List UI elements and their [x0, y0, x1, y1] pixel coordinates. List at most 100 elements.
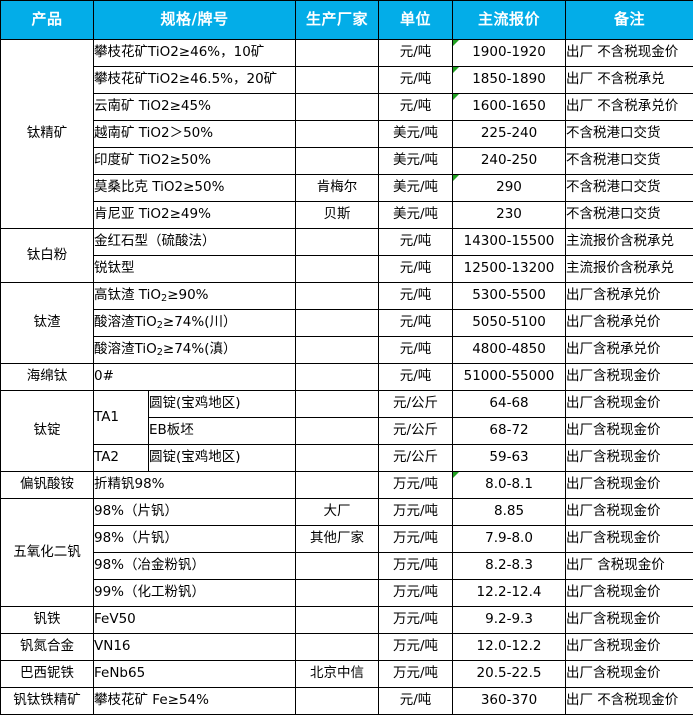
price-cell: 230 — [452, 201, 567, 229]
spec-cell-text: 云南矿 TiO2≥45% — [94, 98, 211, 115]
remark-cell: 不含税港口交货 — [565, 147, 693, 175]
spec-cell-text: FeNb65 — [94, 665, 146, 682]
price-cell: 1850-1890 — [452, 66, 567, 94]
price-cell: 20.5-22.5 — [452, 660, 567, 688]
spec-cell: 肯尼亚 TiO2≥49% — [92, 201, 297, 229]
remark-cell: 出厂 含税现金价 — [565, 552, 693, 580]
spec-cell: 99%（化工粉钒） — [92, 579, 297, 607]
remark-cell: 出厂含税现金价 — [565, 390, 693, 418]
maker-cell — [295, 93, 380, 121]
unit-cell: 万元/吨 — [378, 525, 454, 553]
price-cell: 360-370 — [452, 687, 567, 715]
price-cell: 8.0-8.1 — [452, 471, 567, 499]
spec-cell-text: 98%（冶金粉钒） — [94, 557, 206, 574]
spec-cell-text: 越南矿 TiO2＞50% — [94, 125, 214, 142]
unit-cell: 元/吨 — [378, 255, 454, 283]
table-row: 钛白粉 金红石型（硫酸法） 元/吨 14300-15500 主流报价含税承兑 — [0, 228, 693, 283]
spec-cell: FeNb65 — [92, 660, 297, 688]
table-row: 98%（冶金粉钒） 万元/吨 8.2-8.3 出厂 含税现金价 — [1, 552, 693, 580]
spec-cell: 越南矿 TiO2＞50% — [92, 120, 297, 148]
spec-detail-cell-text: 圆锭(宝鸡地区) — [149, 395, 241, 412]
price-cell: 225-240 — [452, 120, 567, 148]
maker-cell: 大厂 — [295, 498, 380, 526]
remark-cell: 不含税港口交货 — [565, 174, 693, 202]
column-header-remark: 备注 — [565, 0, 693, 40]
price-cell: 12500-13200 — [452, 255, 567, 283]
cell-error-marker-icon — [453, 94, 460, 100]
unit-cell: 元/吨 — [378, 93, 454, 121]
spec-cell: 98%（冶金粉钒） — [92, 552, 297, 580]
column-header-spec: 规格/牌号 — [92, 0, 297, 40]
remark-cell: 出厂含税现金价 — [565, 417, 693, 445]
spec-cell-text: 莫桑比克 TiO2≥50% — [94, 179, 225, 196]
table-row: 钒氮合金 VN16 万元/吨 12.0-12.2 出厂含税现金价 — [0, 633, 693, 661]
remark-cell: 出厂 不含税承兑 — [565, 66, 693, 94]
product-name-cell: 海绵钛 — [0, 363, 94, 391]
spec-cell: 98%（片钒） — [92, 498, 297, 526]
maker-cell — [295, 687, 380, 715]
table-row: 偏钒酸铵 折精钒98% 万元/吨 8.0-8.1 出厂含税现金价 — [0, 471, 693, 499]
column-header-product: 产品 — [0, 0, 94, 40]
spec-cell-text: 酸溶渣TiO2≥74%(川） — [94, 314, 237, 332]
product-name-cell: 钛精矿 — [0, 39, 94, 229]
spec-cell: 金红石型（硫酸法） — [92, 228, 297, 256]
table-row: 巴西铌铁 FeNb65 北京中信 万元/吨 20.5-22.5 出厂含税现金价 — [0, 660, 693, 688]
unit-cell: 万元/吨 — [378, 660, 454, 688]
price-cell: 4800-4850 — [452, 336, 567, 364]
maker-cell — [295, 417, 380, 445]
remark-cell: 出厂含税现金价 — [565, 525, 693, 553]
spec-cell-text: FeV50 — [94, 611, 136, 628]
maker-cell — [295, 255, 380, 283]
price-cell: 8.85 — [452, 498, 567, 526]
price-cell: 59-63 — [452, 444, 567, 472]
maker-cell — [295, 633, 380, 661]
unit-cell: 万元/吨 — [378, 633, 454, 661]
maker-cell — [295, 471, 380, 499]
unit-cell: 万元/吨 — [378, 579, 454, 607]
price-cell: 9.2-9.3 — [452, 606, 567, 634]
table-row: 云南矿 TiO2≥45% 元/吨 1600-1650 出厂 不含税承兑价 — [1, 93, 693, 121]
table-row: 钛渣 高钛渣 TiO2≥90% 元/吨 5300-5500 出厂含税承兑价 — [0, 282, 693, 364]
maker-cell — [295, 363, 380, 391]
table-row: 莫桑比克 TiO2≥50% 肯梅尔 美元/吨 290 不含税港口交货 — [1, 174, 693, 202]
maker-cell — [295, 147, 380, 175]
cell-error-marker-icon — [453, 40, 460, 46]
table-row: TA2 圆锭(宝鸡地区) 元/公斤 59-63 出厂含税现金价 — [1, 444, 693, 472]
remark-cell: 出厂含税现金价 — [565, 579, 693, 607]
unit-cell: 元/吨 — [378, 309, 454, 337]
unit-cell: 元/公斤 — [378, 390, 454, 418]
unit-cell: 美元/吨 — [378, 120, 454, 148]
product-name-cell: 钒钛铁精矿 — [0, 687, 94, 715]
spec-cell: VN16 — [92, 633, 297, 661]
maker-cell — [295, 444, 380, 472]
maker-cell: 肯梅尔 — [295, 174, 380, 202]
unit-cell: 元/吨 — [378, 336, 454, 364]
header-row: 产品 规格/牌号 生产厂家 单位 主流报价 备注 — [0, 0, 693, 40]
cell-error-marker-icon — [453, 472, 460, 478]
spec-cell: 高钛渣 TiO2≥90% — [92, 282, 297, 310]
spec-cell: 莫桑比克 TiO2≥50% — [92, 174, 297, 202]
spec-cell: 攀枝花矿TiO2≥46%，10矿 — [92, 39, 297, 67]
spec-cell: 云南矿 TiO2≥45% — [92, 93, 297, 121]
table-header: 产品 规格/牌号 生产厂家 单位 主流报价 备注 — [0, 0, 693, 40]
table-row: 钛精矿 攀枝花矿TiO2≥46%，10矿 元/吨 1900-1920 出厂 不含税现金价 — [0, 39, 693, 229]
spec-detail-cell-text: 圆锭(宝鸡地区) — [149, 449, 241, 466]
maker-cell: 北京中信 — [295, 660, 380, 688]
unit-cell: 元/吨 — [378, 228, 454, 256]
price-cell: 68-72 — [452, 417, 567, 445]
price-cell: 14300-15500 — [452, 228, 567, 256]
product-name-cell: 巴西铌铁 — [0, 660, 94, 688]
spec-cell-text: 攀枝花矿TiO2≥46%，10矿 — [94, 44, 265, 61]
spec-cell-text: 0# — [94, 368, 114, 385]
spec-detail-cell: 圆锭(宝鸡地区) — [147, 390, 297, 418]
price-cell: 64-68 — [452, 390, 567, 418]
spec-cell: 98%（片钒） — [92, 525, 297, 553]
remark-cell: 出厂含税承兑价 — [565, 309, 693, 337]
remark-cell: 出厂含税现金价 — [565, 606, 693, 634]
table-row: 钛锭 TA1 圆锭(宝鸡地区) 元/公斤 64-68 出厂含税现金价 — [0, 390, 693, 472]
unit-cell: 万元/吨 — [378, 498, 454, 526]
remark-cell: 出厂含税承兑价 — [565, 336, 693, 364]
remark-cell: 不含税港口交货 — [565, 120, 693, 148]
unit-cell: 元/吨 — [378, 66, 454, 94]
